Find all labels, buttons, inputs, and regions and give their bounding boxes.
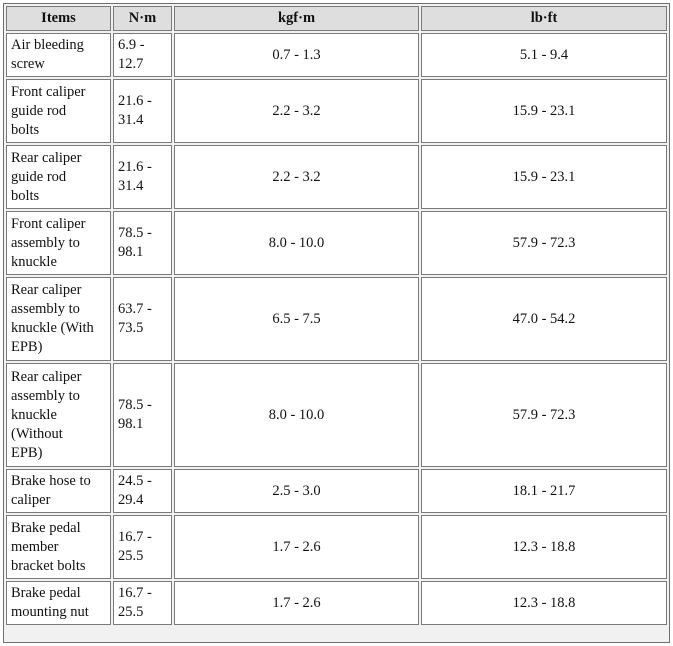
table-row: Brake pedal mounting nut 16.7 - 25.5 1.7…	[6, 581, 667, 625]
lbft-cell: 5.1 - 9.4	[519, 46, 569, 63]
lbft-cell: 15.9 - 23.1	[512, 168, 576, 185]
nm-cell: 63.7 - 73.5	[118, 301, 152, 336]
kgfm-cell: 8.0 - 10.0	[268, 406, 325, 423]
nm-cell: 21.6 - 31.4	[118, 93, 152, 128]
header-kgfm: kgf·m	[174, 6, 419, 31]
kgfm-cell: 0.7 - 1.3	[272, 46, 321, 63]
nm-cell: 24.5 - 29.4	[118, 473, 152, 508]
nm-cell: 6.9 - 12.7	[118, 37, 145, 72]
kgfm-cell: 2.2 - 3.2	[272, 168, 321, 185]
lbft-cell: 57.9 - 72.3	[512, 406, 576, 423]
item-cell: Brake pedal member bracket bolts	[11, 519, 86, 574]
kgfm-cell: 6.5 - 7.5	[272, 310, 321, 327]
lbft-cell: 12.3 - 18.8	[512, 594, 576, 611]
nm-cell: 16.7 - 25.5	[118, 585, 152, 620]
lbft-cell: 57.9 - 72.3	[512, 234, 576, 251]
table-row: Front caliper guide rod bolts 21.6 - 31.…	[6, 79, 667, 143]
lbft-cell: 15.9 - 23.1	[512, 102, 576, 119]
torque-spec-table-container: Items N·m kgf·m lb·ft Air bleeding screw…	[3, 3, 670, 643]
table-row: Rear caliper assembly to knuckle (With E…	[6, 277, 667, 361]
nm-cell: 21.6 - 31.4	[118, 159, 152, 194]
kgfm-cell: 2.5 - 3.0	[272, 482, 321, 499]
table-header-row: Items N·m kgf·m lb·ft	[6, 6, 667, 31]
lbft-cell: 47.0 - 54.2	[512, 310, 576, 327]
table-spacer-row	[6, 627, 667, 640]
header-nm: N·m	[113, 6, 172, 31]
item-cell: Rear caliper assembly to knuckle (Withou…	[11, 368, 82, 461]
table-body: Air bleeding screw 6.9 - 12.7 0.7 - 1.3 …	[6, 33, 667, 640]
item-cell: Rear caliper guide rod bolts	[11, 149, 82, 204]
table-row: Brake pedal member bracket bolts 16.7 - …	[6, 515, 667, 579]
header-lbft: lb·ft	[421, 6, 667, 31]
table-row: Front caliper assembly to knuckle 78.5 -…	[6, 211, 667, 275]
kgfm-cell: 8.0 - 10.0	[268, 234, 325, 251]
table-row: Rear caliper guide rod bolts 21.6 - 31.4…	[6, 145, 667, 209]
lbft-cell: 18.1 - 21.7	[512, 482, 576, 499]
item-cell: Brake pedal mounting nut	[11, 585, 89, 620]
item-cell: Front caliper guide rod bolts	[11, 83, 86, 138]
kgfm-cell: 1.7 - 2.6	[272, 538, 321, 555]
table-row: Air bleeding screw 6.9 - 12.7 0.7 - 1.3 …	[6, 33, 667, 77]
header-items: Items	[6, 6, 111, 31]
item-cell: Air bleeding screw	[11, 37, 84, 72]
kgfm-cell: 1.7 - 2.6	[272, 594, 321, 611]
nm-cell: 78.5 - 98.1	[118, 397, 152, 432]
item-cell: Front caliper assembly to knuckle	[11, 215, 86, 270]
torque-spec-table: Items N·m kgf·m lb·ft Air bleeding screw…	[4, 4, 669, 642]
table-row: Rear caliper assembly to knuckle (Withou…	[6, 363, 667, 467]
item-cell: Brake hose to caliper	[11, 473, 91, 508]
lbft-cell: 12.3 - 18.8	[512, 538, 576, 555]
item-cell: Rear caliper assembly to knuckle (With E…	[11, 282, 94, 355]
nm-cell: 16.7 - 25.5	[118, 529, 152, 564]
table-row: Brake hose to caliper 24.5 - 29.4 2.5 - …	[6, 469, 667, 513]
nm-cell: 78.5 - 98.1	[118, 225, 152, 260]
kgfm-cell: 2.2 - 3.2	[272, 102, 321, 119]
